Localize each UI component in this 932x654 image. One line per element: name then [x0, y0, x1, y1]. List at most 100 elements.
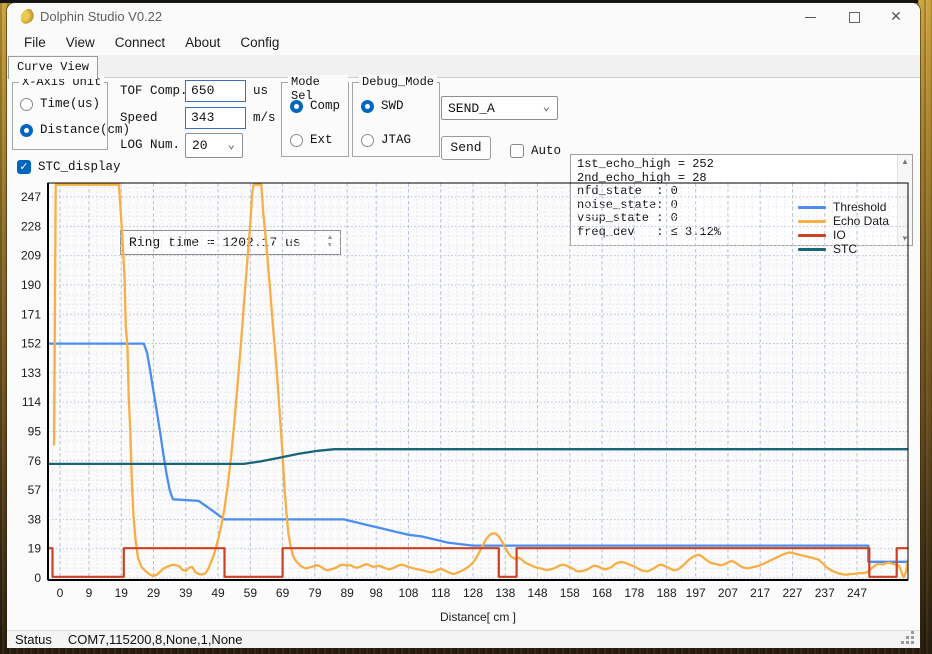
- speed-label: Speed: [120, 111, 158, 125]
- svg-text:158: 158: [560, 586, 580, 600]
- svg-text:118: 118: [431, 586, 450, 600]
- auto-label: Auto: [531, 144, 562, 158]
- speed-input[interactable]: 343: [185, 107, 246, 129]
- window-title: Dolphin Studio V0.22: [40, 9, 163, 24]
- chart-legend: Threshold Echo Data IO STC: [798, 200, 889, 256]
- svg-text:69: 69: [276, 586, 290, 600]
- resize-grip-icon[interactable]: [911, 641, 914, 644]
- title-bar[interactable]: Dolphin Studio V0.22 ✕: [7, 3, 920, 30]
- svg-text:29: 29: [147, 586, 161, 600]
- scroll-down-icon: ▼: [901, 234, 909, 243]
- legend-line-swatch: [798, 233, 826, 237]
- chevron-down-icon: ⌄: [227, 137, 235, 152]
- svg-text:190: 190: [21, 278, 41, 292]
- tab-curve-view[interactable]: Curve View: [8, 56, 99, 79]
- radio-icon: [20, 97, 33, 111]
- radio-comp[interactable]: Comp: [290, 99, 340, 113]
- svg-text:59: 59: [244, 586, 258, 600]
- radio-swd-label: SWD: [381, 99, 404, 113]
- svg-text:168: 168: [592, 586, 612, 600]
- send-button[interactable]: Send: [441, 136, 491, 160]
- menu-file[interactable]: File: [24, 35, 46, 50]
- radio-ext-label: Ext: [310, 133, 333, 147]
- speed-unit: m/s: [253, 111, 276, 125]
- svg-text:178: 178: [624, 586, 644, 600]
- chevron-down-icon: ⌄: [542, 100, 550, 114]
- legend-item: Threshold: [798, 200, 889, 214]
- radio-time-us[interactable]: Time(us): [20, 97, 100, 111]
- menu-view[interactable]: View: [65, 35, 95, 50]
- radio-ext[interactable]: Ext: [290, 133, 333, 147]
- send-command-select[interactable]: SEND_A ⌄: [441, 96, 558, 120]
- svg-text:148: 148: [528, 586, 548, 600]
- group-debug-mode-label: Debug_Mode: [359, 75, 438, 89]
- legend-line-swatch: [798, 205, 826, 209]
- svg-text:19: 19: [115, 586, 129, 600]
- legend-item: Echo Data: [798, 214, 889, 228]
- menu-connect[interactable]: Connect: [114, 35, 166, 50]
- svg-text:207: 207: [718, 586, 738, 600]
- radio-selected-icon: [290, 99, 303, 113]
- log-num-value: 20: [192, 138, 208, 153]
- minimize-button[interactable]: [788, 3, 832, 30]
- legend-line-swatch: [798, 247, 826, 251]
- svg-text:227: 227: [782, 586, 802, 600]
- radio-comp-label: Comp: [310, 99, 341, 113]
- svg-text:49: 49: [211, 586, 225, 600]
- legend-label: IO: [833, 228, 846, 242]
- svg-text:247: 247: [21, 190, 41, 204]
- checkbox-icon: [510, 144, 524, 158]
- tof-comp-input[interactable]: 650: [185, 80, 246, 102]
- menu-about[interactable]: About: [185, 35, 221, 50]
- maximize-button[interactable]: [832, 3, 876, 30]
- legend-item: STC: [798, 242, 889, 256]
- radio-distance-cm-label: Distance(cm): [40, 123, 131, 137]
- stc-display-label: STC_display: [38, 160, 121, 174]
- legend-label: Threshold: [833, 200, 887, 214]
- radio-swd[interactable]: SWD: [361, 99, 404, 113]
- svg-text:209: 209: [21, 249, 41, 263]
- svg-text:89: 89: [340, 586, 354, 600]
- svg-text:128: 128: [463, 586, 483, 600]
- svg-text:108: 108: [398, 586, 418, 600]
- svg-text:171: 171: [21, 307, 41, 321]
- legend-line-swatch: [798, 219, 826, 223]
- close-button[interactable]: ✕: [890, 8, 902, 24]
- svg-text:133: 133: [21, 366, 41, 380]
- desktop-wallpaper-edge: [0, 0, 918, 3]
- menu-config[interactable]: Config: [240, 35, 280, 50]
- radio-time-us-label: Time(us): [40, 97, 101, 111]
- scroll-up-icon: ▲: [901, 157, 909, 166]
- svg-text:114: 114: [22, 395, 41, 409]
- svg-text:79: 79: [308, 586, 322, 600]
- radio-icon: [361, 133, 374, 147]
- group-debug-mode: Debug_Mode SWD JTAG: [352, 75, 440, 157]
- legend-label: Echo Data: [833, 214, 890, 228]
- radio-selected-icon: [361, 99, 374, 113]
- dolphin-app-icon: [17, 7, 37, 26]
- echo-info-panel: 1st_echo_high = 252 2nd_echo_high = 28 n…: [570, 154, 913, 246]
- curve-chart: 0 19 38 57 76 95 114 133 152 171 190 209 228 247 0 9 19 2…: [21, 182, 909, 624]
- svg-text:197: 197: [686, 586, 706, 600]
- stc-display-checkbox[interactable]: ✓ STC_display: [17, 160, 121, 174]
- radio-jtag[interactable]: JTAG: [361, 133, 411, 147]
- group-x-axis-unit: X-Axis Unit Time(us) Distance(cm): [12, 75, 130, 150]
- ring-time-box[interactable]: Ring time = 1202.17 us ▲ ▼: [120, 230, 341, 255]
- send-command-value: SEND_A: [448, 100, 495, 116]
- tof-comp-unit: us: [253, 84, 269, 98]
- svg-text:39: 39: [179, 586, 193, 600]
- svg-text:0: 0: [34, 571, 41, 585]
- auto-checkbox[interactable]: Auto: [510, 144, 561, 158]
- menu-bar: File View Connect About Config: [7, 30, 920, 55]
- radio-jtag-label: JTAG: [381, 133, 412, 147]
- svg-text:76: 76: [28, 454, 42, 468]
- svg-text:247: 247: [847, 586, 867, 600]
- svg-text:Distance[ cm ]: Distance[ cm ]: [440, 610, 516, 624]
- legend-label: STC: [833, 242, 857, 256]
- svg-text:138: 138: [495, 586, 515, 600]
- radio-distance-cm[interactable]: Distance(cm): [20, 123, 130, 137]
- radio-selected-icon: [20, 123, 33, 137]
- app-window: Dolphin Studio V0.22 ✕ File View Connect…: [7, 3, 920, 648]
- log-num-select[interactable]: 20 ⌄: [185, 133, 243, 158]
